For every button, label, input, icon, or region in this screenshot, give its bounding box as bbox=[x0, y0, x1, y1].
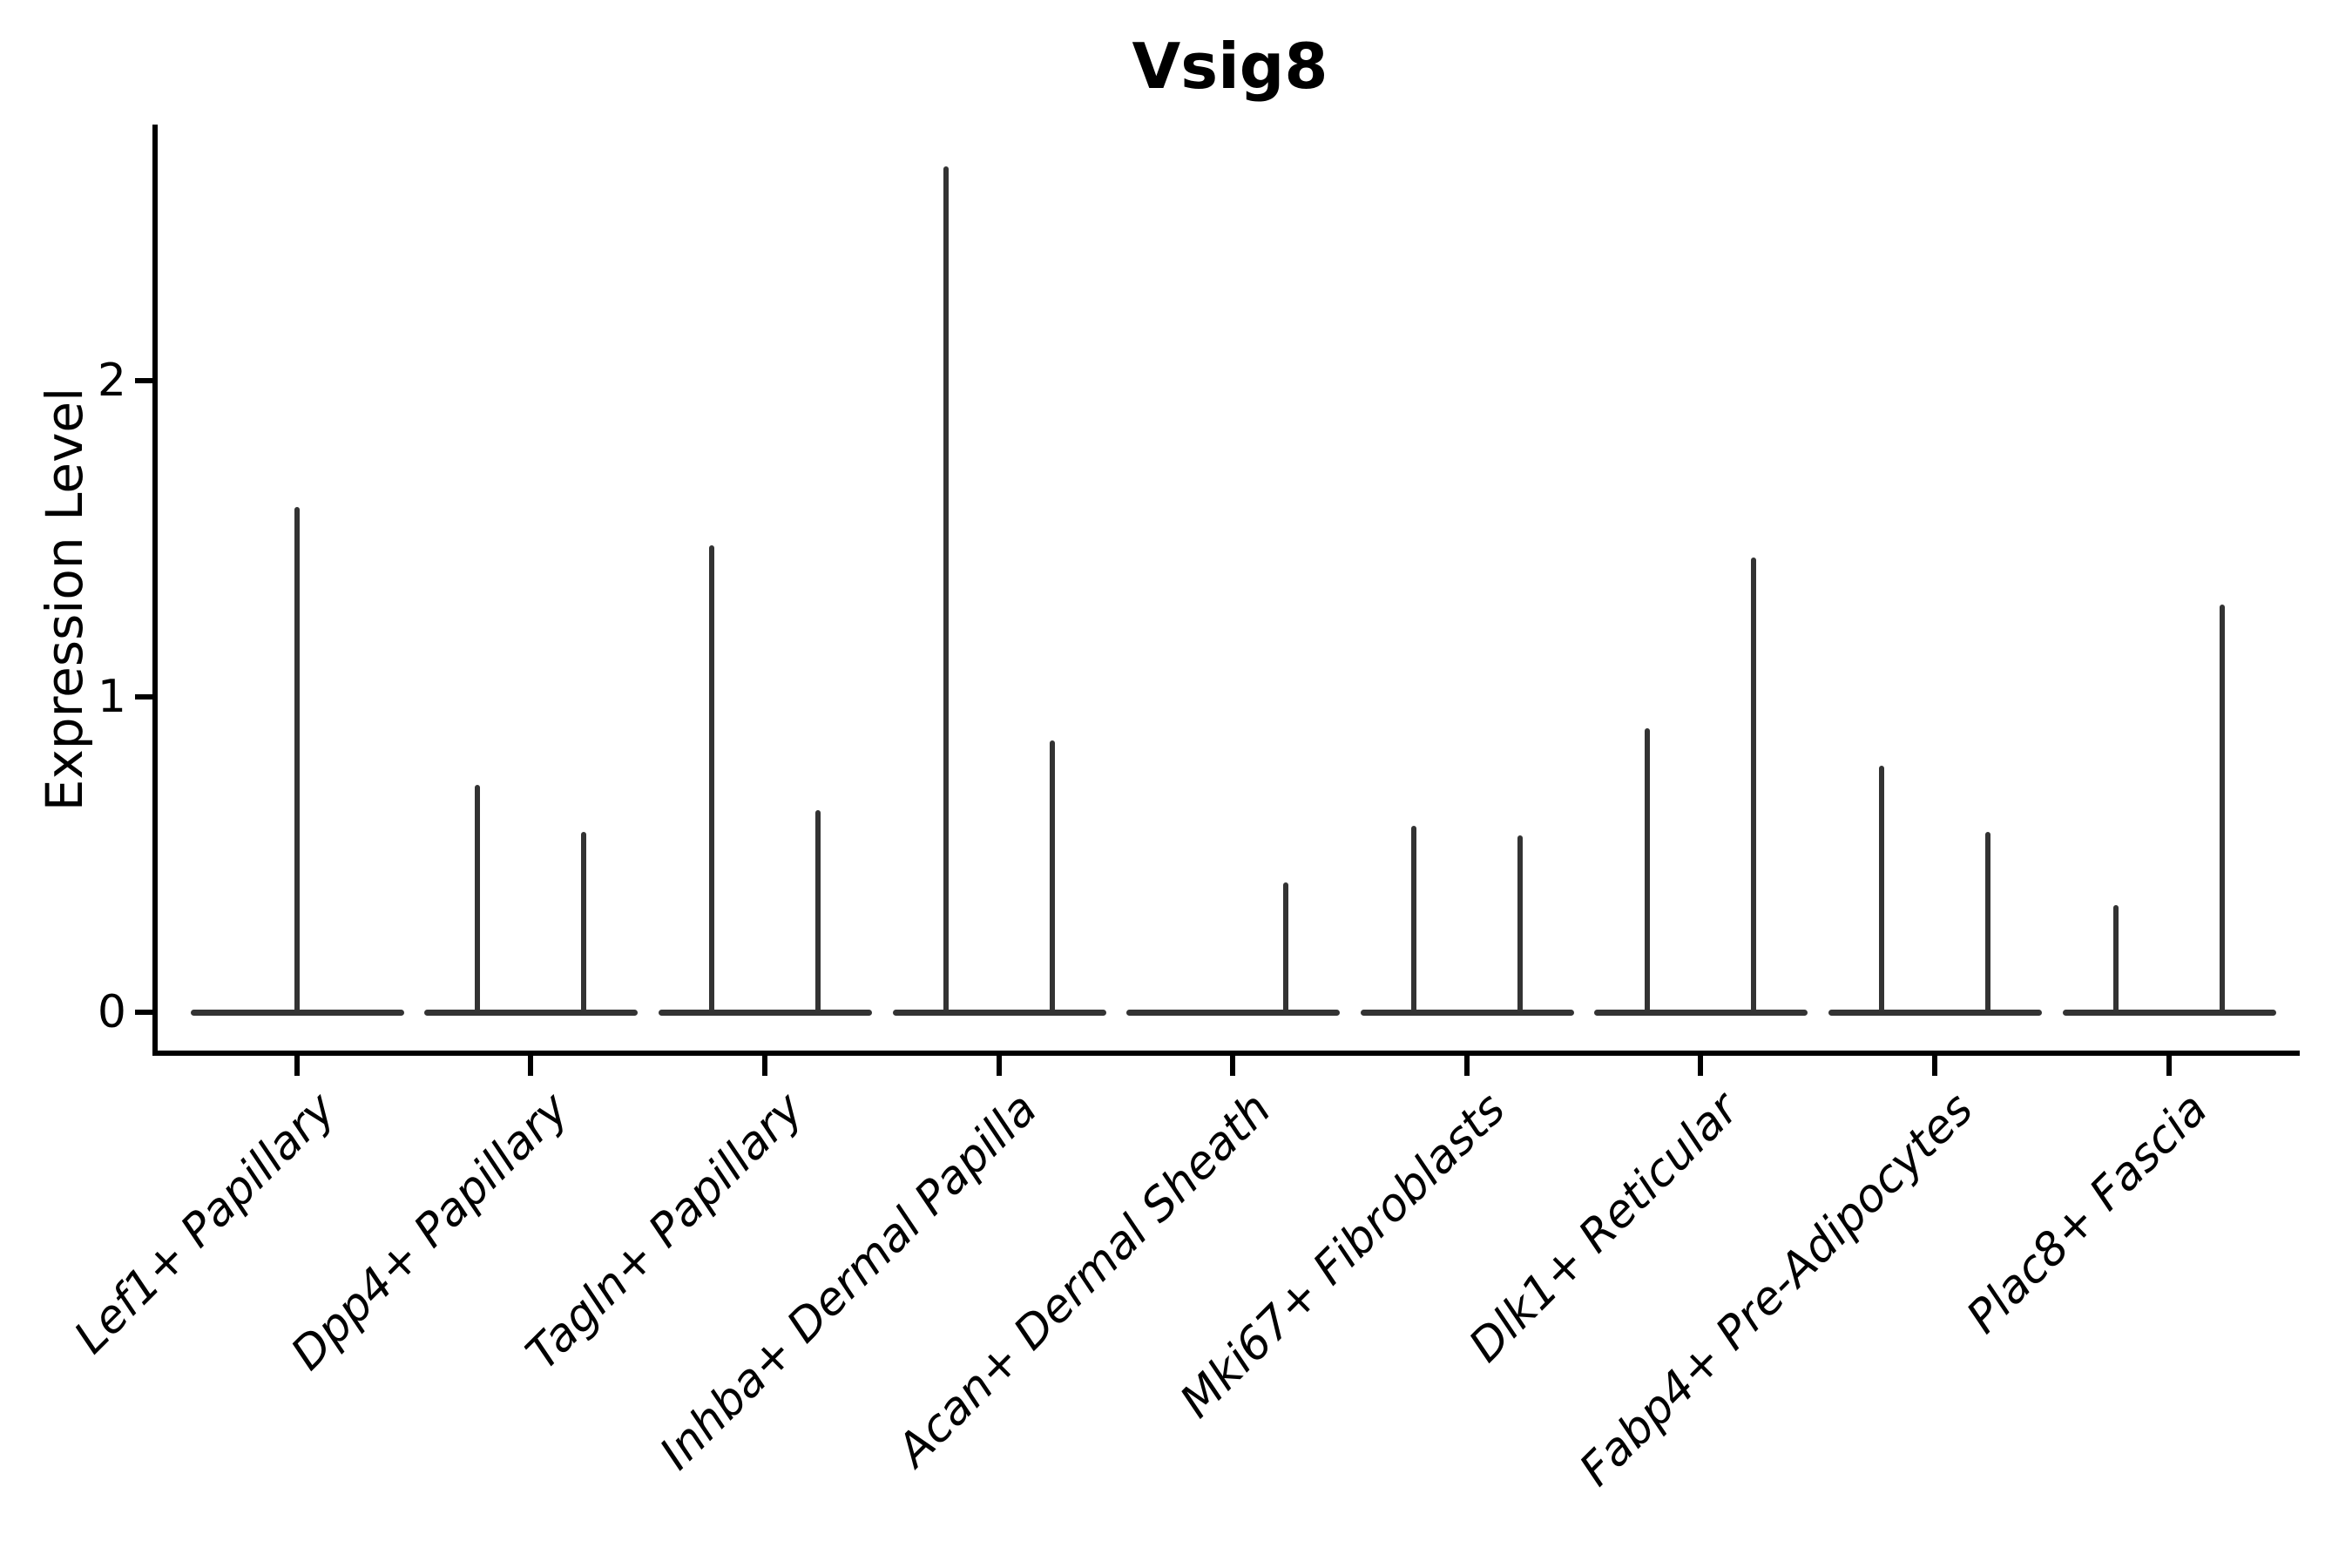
x-tick-label: Inhba+ Dermal Papilla bbox=[650, 1083, 1048, 1480]
violin-spike bbox=[815, 810, 821, 1015]
x-tick-mark bbox=[997, 1054, 1002, 1076]
y-tick-mark bbox=[135, 1010, 155, 1015]
x-tick-label: Plac8+ Fascia bbox=[1957, 1083, 2218, 1344]
violin-spike bbox=[1751, 558, 1756, 1015]
y-tick-mark bbox=[135, 693, 155, 700]
violin-body bbox=[658, 1009, 872, 1016]
x-axis-line bbox=[152, 1051, 2300, 1056]
chart-title: Vsig8 bbox=[1132, 30, 1328, 103]
y-tick-label: 0 bbox=[97, 986, 126, 1038]
x-tick-mark bbox=[528, 1054, 533, 1076]
y-tick-label: 2 bbox=[97, 355, 126, 407]
violin-body bbox=[1360, 1009, 1574, 1016]
y-tick-label: 1 bbox=[97, 670, 126, 723]
violin-spike bbox=[475, 785, 480, 1015]
x-tick-mark bbox=[1698, 1054, 1703, 1076]
x-tick-mark bbox=[1932, 1054, 1937, 1076]
violin-spike bbox=[1517, 835, 1523, 1015]
violin-body bbox=[1828, 1009, 2042, 1016]
x-tick-mark bbox=[1464, 1054, 1470, 1076]
violin-body bbox=[2062, 1009, 2276, 1016]
violin-spike bbox=[581, 832, 586, 1015]
y-axis-label: Expression Level bbox=[35, 387, 94, 812]
x-tick-label: Fabp4+ Pre-Adipocytes bbox=[1570, 1083, 1984, 1497]
violin-spike bbox=[1050, 740, 1055, 1015]
x-tick-mark bbox=[762, 1054, 767, 1076]
violin-spike bbox=[1411, 826, 1416, 1015]
violin-body bbox=[423, 1009, 638, 1016]
x-tick-label: Lef1+ Papillary bbox=[64, 1083, 346, 1364]
violin-spike bbox=[1879, 766, 1884, 1015]
x-tick-mark bbox=[2166, 1054, 2172, 1076]
violin-spike bbox=[2113, 904, 2119, 1015]
x-tick-mark bbox=[294, 1054, 300, 1076]
violin-body bbox=[892, 1009, 1106, 1016]
violin-spike bbox=[2220, 605, 2225, 1015]
x-tick-mark bbox=[1230, 1054, 1235, 1076]
y-axis-line bbox=[152, 125, 158, 1056]
violin-body bbox=[1593, 1009, 1808, 1016]
y-tick-mark bbox=[135, 378, 155, 383]
violin-spike bbox=[294, 507, 300, 1015]
violin-spike bbox=[1283, 882, 1288, 1015]
violin-spike bbox=[709, 544, 714, 1015]
violin-spike bbox=[943, 166, 949, 1015]
violin-body bbox=[1125, 1009, 1340, 1016]
violin-spike bbox=[1645, 727, 1650, 1015]
violin-spike bbox=[1985, 832, 1990, 1015]
